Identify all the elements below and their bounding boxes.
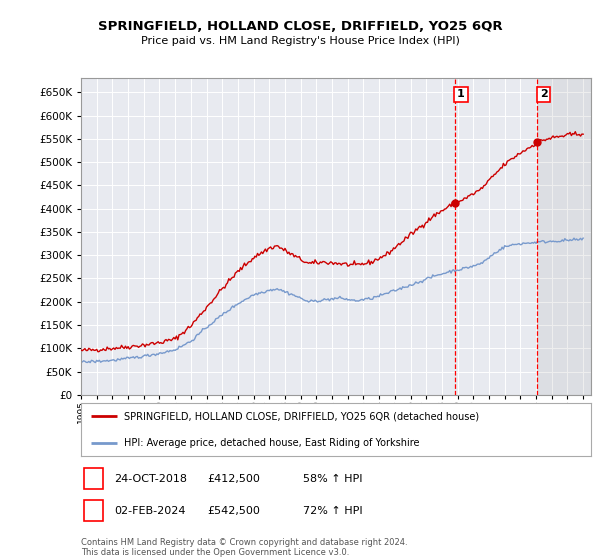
Text: 2: 2 (540, 90, 548, 100)
Text: £542,500: £542,500 (207, 506, 260, 516)
Text: SPRINGFIELD, HOLLAND CLOSE, DRIFFIELD, YO25 6QR (detached house): SPRINGFIELD, HOLLAND CLOSE, DRIFFIELD, Y… (124, 412, 479, 422)
Text: 24-OCT-2018: 24-OCT-2018 (114, 474, 187, 484)
Text: 72% ↑ HPI: 72% ↑ HPI (303, 506, 362, 516)
Bar (538, 78, 591, 395)
Text: £412,500: £412,500 (207, 474, 260, 484)
Text: SPRINGFIELD, HOLLAND CLOSE, DRIFFIELD, YO25 6QR: SPRINGFIELD, HOLLAND CLOSE, DRIFFIELD, Y… (98, 20, 502, 32)
Text: 58% ↑ HPI: 58% ↑ HPI (303, 474, 362, 484)
Text: 1: 1 (457, 90, 465, 100)
Text: HPI: Average price, detached house, East Riding of Yorkshire: HPI: Average price, detached house, East… (124, 438, 420, 448)
Text: 02-FEB-2024: 02-FEB-2024 (114, 506, 185, 516)
Text: 2: 2 (89, 504, 98, 517)
Text: Contains HM Land Registry data © Crown copyright and database right 2024.
This d: Contains HM Land Registry data © Crown c… (81, 538, 407, 557)
Text: Price paid vs. HM Land Registry's House Price Index (HPI): Price paid vs. HM Land Registry's House … (140, 36, 460, 46)
Text: 1: 1 (89, 472, 98, 486)
